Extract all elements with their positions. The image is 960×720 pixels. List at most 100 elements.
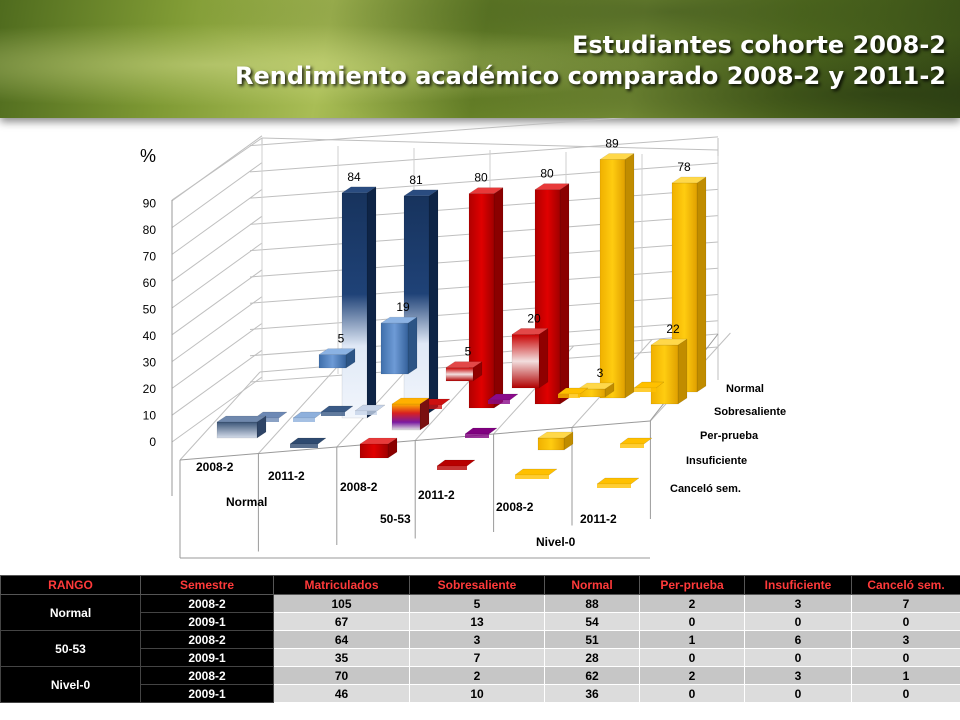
axis-line [179, 420, 651, 461]
gridline [171, 242, 263, 309]
y-tick-label: 70 [143, 250, 157, 264]
gridline [249, 118, 627, 147]
bar-cancelo [436, 459, 476, 470]
y-tick-label: 0 [149, 435, 156, 449]
rango-cell: Nivel-0 [0, 666, 141, 703]
data-label: 81 [409, 173, 423, 187]
value-cell: 0 [744, 684, 852, 703]
value-cell: 35 [273, 648, 410, 667]
value-cell: 7 [851, 594, 960, 613]
y-tick-label: 40 [143, 329, 157, 343]
value-cell: 3 [851, 630, 960, 649]
x-tick-label: 2011-2 [268, 469, 305, 483]
value-cell: 1 [639, 630, 745, 649]
y-axis-ticks: 0 10 20 30 40 50 60 70 80 90 [143, 197, 157, 450]
data-label: 3 [597, 366, 604, 380]
bar-insuficiente [619, 437, 653, 448]
bar-per-prueba [633, 381, 665, 392]
series-label: Per-prueba [700, 430, 759, 442]
value-cell: 0 [639, 612, 745, 631]
value-cell: 1 [851, 666, 960, 685]
slide-title: Estudiantes cohorte 2008-2 Rendimiento a… [235, 30, 946, 92]
floor-line [258, 365, 339, 454]
bar-cancelo [514, 468, 558, 479]
y-tick-label: 30 [143, 356, 157, 370]
col-header-normal: Normal [544, 575, 640, 595]
value-cell: 0 [639, 648, 745, 667]
bar-per-prueba [292, 411, 324, 422]
value-cell: 70 [273, 666, 410, 685]
bar-sobresaliente [650, 338, 688, 405]
gridline [171, 376, 263, 443]
col-header-sobresaliente: Sobresaliente [409, 575, 545, 595]
title-line-1: Estudiantes cohorte 2008-2 [571, 31, 946, 59]
bar-per-prueba [557, 387, 589, 398]
semestre-cell: 2009-1 [140, 684, 274, 703]
landscape-background [0, 0, 960, 118]
x-tick-label: 2008-2 [340, 480, 378, 494]
y-tick-label: 60 [143, 276, 157, 290]
data-label: 19 [396, 300, 410, 314]
bar-sobresaliente [380, 316, 418, 375]
col-header-cancelo: Canceló sem. [851, 575, 960, 595]
x-group-label: Nivel-0 [536, 535, 576, 549]
bar-cancelo [289, 437, 327, 448]
gridline [171, 269, 263, 336]
x-axis-labels: 2008-22011-22008-22011-22008-22011-2Norm… [196, 460, 617, 549]
semestre-cell: 2008-2 [140, 630, 274, 649]
data-label: 20 [527, 311, 541, 325]
gridline [171, 162, 263, 229]
axis-line [261, 137, 719, 151]
semestre-cell: 2008-2 [140, 594, 274, 613]
data-label: 84 [347, 170, 361, 184]
header-banner: Estudiantes cohorte 2008-2 Rendimiento a… [0, 0, 960, 118]
x-tick-label: 2011-2 [580, 512, 617, 526]
rango-cell: Normal [0, 594, 141, 631]
value-cell: 0 [639, 684, 745, 703]
bar-normal [403, 189, 439, 414]
value-cell: 2 [409, 666, 545, 685]
gridline [249, 136, 719, 173]
bar-insuficiente [537, 431, 574, 451]
semestre-cell: 2008-2 [140, 666, 274, 685]
value-cell: 6 [744, 630, 852, 649]
x-tick-label: 2008-2 [196, 460, 234, 474]
value-cell: 3 [409, 630, 545, 649]
data-label: 89 [605, 136, 619, 150]
value-cell: 13 [409, 612, 545, 631]
chart-walls [171, 118, 719, 496]
table-row: 2009-1 46 10 36 0 0 0 [1, 684, 960, 703]
value-cell: 67 [273, 612, 410, 631]
bar-insuficiente [320, 405, 354, 416]
bar-sobresaliente [577, 382, 615, 398]
col-header-rango: RANGO [0, 575, 141, 595]
value-cell: 2 [639, 594, 745, 613]
col-header-per-prueba: Per-prueba [639, 575, 745, 595]
x-tick-label: 2011-2 [418, 488, 455, 502]
data-label: 5 [465, 345, 472, 359]
series-label: Canceló sem. [670, 483, 741, 495]
bar-cancelo [216, 415, 267, 439]
y-unit-label: % [140, 146, 156, 166]
semestre-cell: 2009-1 [140, 612, 274, 631]
gridline [171, 188, 263, 255]
value-cell: 105 [273, 594, 410, 613]
results-table: RANGO Semestre Matriculados Sobresalient… [0, 575, 960, 703]
bar-sobresaliente [511, 327, 549, 389]
gridline [171, 215, 263, 282]
value-cell: 3 [744, 594, 852, 613]
bar-insuficiente [391, 397, 430, 431]
table-row: Nivel-0 2008-2 70 2 62 2 3 1 [0, 666, 960, 703]
bar-sobresaliente [445, 361, 483, 382]
col-header-semestre: Semestre [140, 575, 274, 595]
gridline [171, 322, 263, 389]
floor-line [179, 371, 261, 461]
data-label: 78 [677, 160, 691, 174]
value-cell: 51 [544, 630, 640, 649]
bar-per-prueba [487, 393, 519, 404]
axis-line [171, 137, 263, 201]
value-cell: 5 [409, 594, 545, 613]
value-cell: 0 [851, 612, 960, 631]
value-cell: 62 [544, 666, 640, 685]
value-cell: 2 [639, 666, 745, 685]
